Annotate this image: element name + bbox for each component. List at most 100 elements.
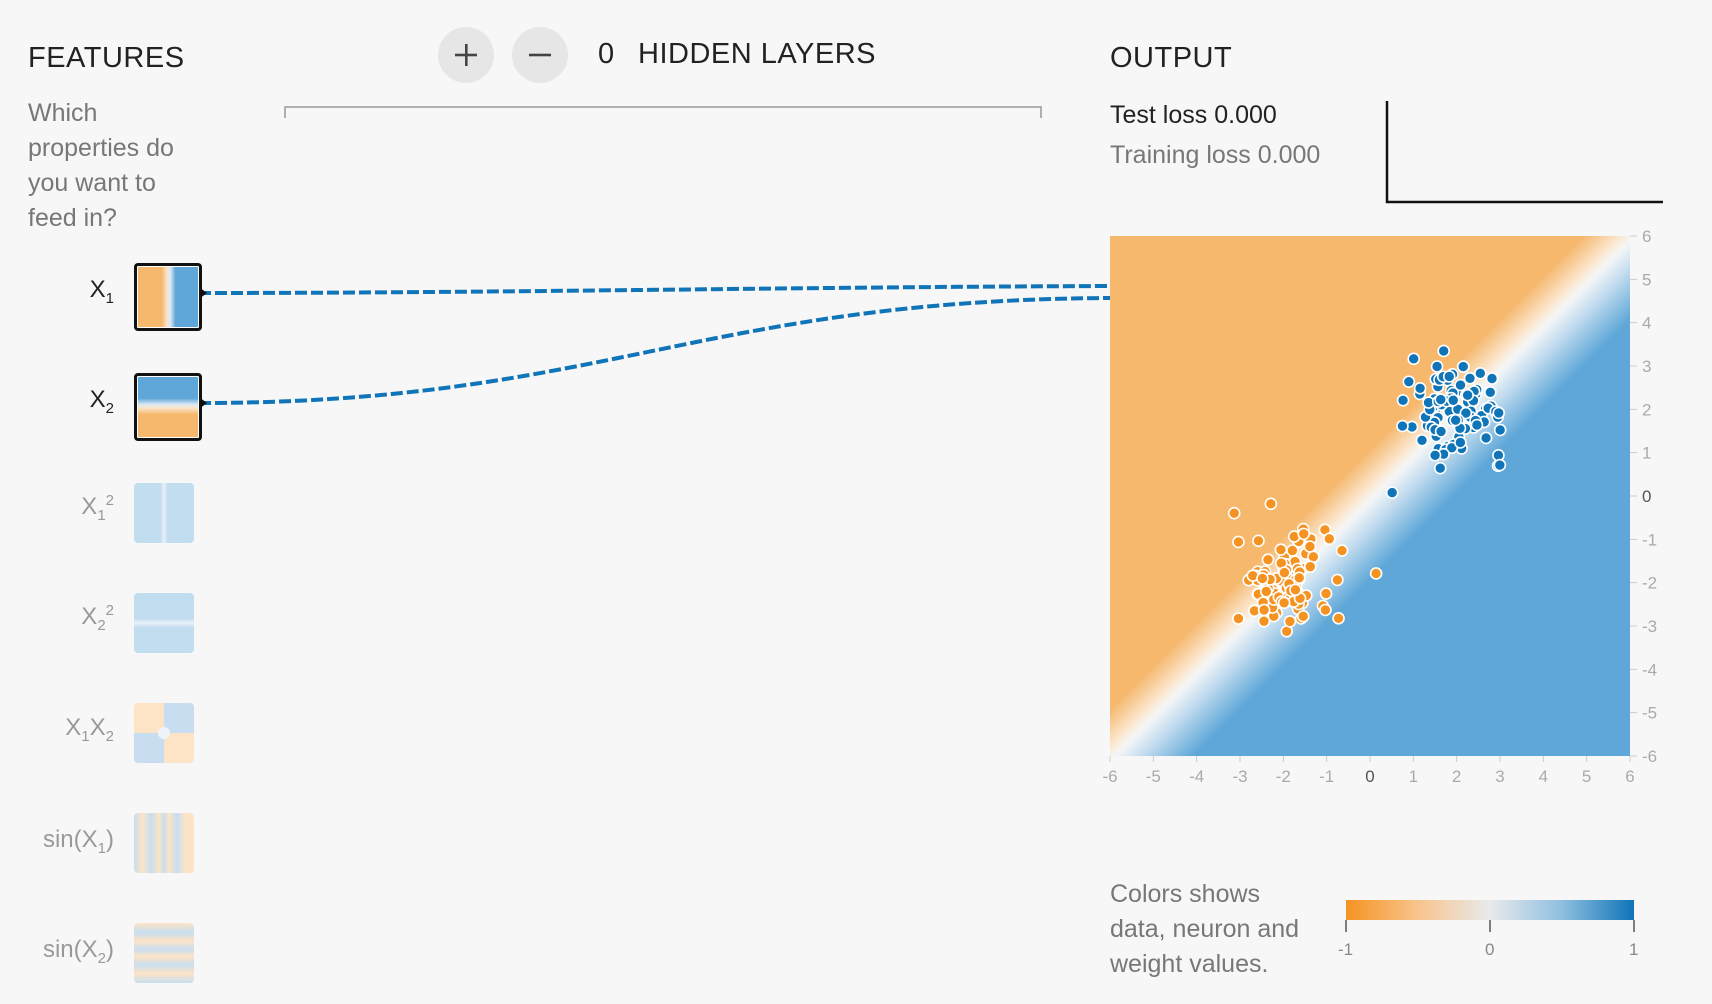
x-tick-label: -6 (1102, 767, 1117, 786)
data-point (1396, 419, 1409, 433)
add-layer-button[interactable] (438, 27, 494, 83)
data-point (1303, 560, 1317, 573)
feature-label-x1: X1 (89, 276, 114, 307)
data-point (1449, 413, 1462, 427)
data-point (1446, 393, 1460, 407)
y-tick-label: 3 (1642, 357, 1651, 376)
link-x2-output[interactable] (198, 296, 1111, 405)
hidden-layer-count: 0 (598, 38, 615, 70)
feature-x2-squared-node[interactable] (134, 593, 194, 653)
y-tick-label: -6 (1642, 747, 1657, 766)
x-tick-label: -4 (1189, 767, 1204, 786)
data-point (1428, 449, 1442, 462)
output-title: OUTPUT (1110, 42, 1233, 74)
hidden-layers-bracket (284, 106, 1042, 118)
y-tick-label: -1 (1642, 530, 1657, 549)
feature-label-x2: X2 (89, 386, 114, 417)
data-point (1470, 418, 1484, 432)
data-point (1259, 585, 1273, 598)
features-description-line: properties do (28, 134, 174, 162)
data-point (1274, 543, 1288, 556)
x-tick-label: 6 (1625, 767, 1634, 786)
training-loss-value: 0.000 (1257, 141, 1321, 169)
training-loss: Training loss 0.000 (1110, 141, 1320, 170)
y-tick-label: 5 (1642, 270, 1651, 289)
data-point (1459, 406, 1473, 420)
plus-icon (455, 44, 477, 66)
y-tick-label: 1 (1642, 444, 1651, 463)
x-tick-label: 0 (1365, 767, 1374, 786)
legend-max-label: 1 (1629, 940, 1639, 959)
feature-x1x2-node[interactable] (134, 703, 194, 763)
data-point (1252, 534, 1265, 548)
y-tick-label: 4 (1642, 314, 1651, 333)
y-tick-label: -5 (1642, 704, 1657, 723)
data-point (1331, 573, 1344, 587)
test-loss-label: Test loss (1110, 101, 1208, 129)
data-point (1461, 388, 1474, 402)
color-scale-bar (1346, 900, 1634, 920)
data-point (1261, 553, 1275, 566)
data-point (1456, 360, 1470, 373)
data-point (1413, 381, 1427, 395)
data-point (1454, 378, 1467, 392)
x-tick-label: -2 (1276, 767, 1291, 786)
x-tick-label: -3 (1232, 767, 1247, 786)
data-point (1493, 423, 1507, 437)
legend-description-line: weight values. (1110, 950, 1269, 978)
data-point (1292, 571, 1306, 585)
feature-sin-x2-node[interactable] (134, 923, 194, 983)
data-point (1434, 425, 1448, 438)
remove-layer-button[interactable] (512, 27, 568, 83)
data-point (1332, 612, 1345, 625)
data-point (1369, 567, 1383, 580)
hidden-layers-label: HIDDEN LAYERS (638, 38, 877, 70)
data-point (1303, 540, 1317, 553)
data-point (1286, 544, 1299, 557)
data-point (1319, 603, 1332, 617)
data-point (1430, 360, 1444, 373)
data-point (1289, 583, 1302, 597)
link-x2-arrow (199, 397, 207, 409)
feature-x1-squared-node[interactable] (134, 483, 194, 543)
data-point (1454, 436, 1467, 449)
data-point (1257, 603, 1271, 617)
data-point (1335, 544, 1349, 557)
data-point (1437, 344, 1450, 358)
feature-x1-node[interactable] (134, 263, 202, 331)
feature-label-sin-x2: sin(X2) (42, 936, 114, 967)
feature-sin-x1-node[interactable] (134, 813, 194, 873)
legend-description: Colors shows data, neuron and weight val… (1110, 877, 1299, 982)
features-description: Which properties do you want to feed in? (28, 96, 174, 236)
y-tick-label: -2 (1642, 574, 1657, 593)
data-point (1396, 394, 1410, 407)
link-x1-arrow (199, 287, 207, 299)
data-point (1232, 535, 1245, 549)
x-tick-label: 3 (1495, 767, 1504, 786)
legend-mid-label: 0 (1485, 940, 1495, 959)
data-point (1297, 527, 1311, 541)
data-point (1296, 610, 1310, 623)
x-tick-label: 2 (1452, 767, 1461, 786)
data-point (1323, 532, 1336, 546)
feature-label-x1-squared: X12 (81, 492, 114, 524)
test-loss-value: 0.000 (1214, 101, 1277, 129)
output-decision-plot[interactable]: -6 -5 -4 -3 -2 -1 0 1 2 3 4 5 6 6 5 4 3 2 1 0 -1 -2 -3 -4 -5 -6 (1080, 222, 1660, 802)
data-point (1415, 434, 1429, 447)
feature-label-x2-squared: X22 (81, 602, 114, 634)
x-tick-label: 4 (1539, 767, 1548, 786)
data-point (1479, 431, 1493, 445)
y-tick-label: 6 (1642, 227, 1651, 246)
data-point (1256, 572, 1269, 585)
y-tick-label: -3 (1642, 617, 1657, 636)
link-x1-output[interactable] (198, 284, 1111, 295)
decision-heatmap (1110, 236, 1630, 756)
training-loss-label: Training loss (1110, 141, 1251, 169)
data-point (1385, 486, 1399, 499)
x-tick-label: -1 (1319, 767, 1334, 786)
test-loss: Test loss 0.000 (1110, 101, 1277, 130)
x-tick-label: 5 (1582, 767, 1591, 786)
data-point (1474, 366, 1487, 380)
x-tick-label: 1 (1409, 767, 1418, 786)
